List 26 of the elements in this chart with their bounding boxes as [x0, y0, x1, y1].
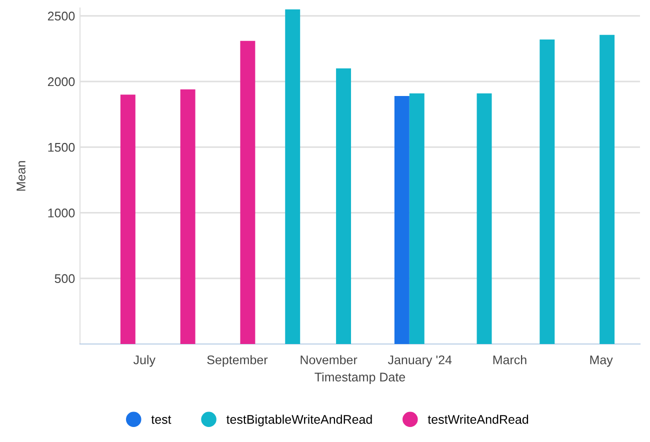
x-tick-label: July [133, 355, 156, 367]
legend-label: testWriteAndRead [428, 414, 528, 424]
x-tick-label: September [207, 355, 268, 367]
x-tick-label: May [590, 356, 613, 367]
y-tick-label: 500 [54, 274, 75, 284]
bar [409, 93, 424, 344]
y-tick-label: 2500 [48, 12, 75, 21]
legend-label: testBigtableWriteAndRead [226, 414, 372, 426]
x-tick-label: November [300, 355, 358, 364]
bar [285, 9, 300, 344]
bar [120, 94, 136, 344]
bar [600, 34, 615, 344]
x-axis-title: Timestamp Date [314, 372, 406, 384]
y-tick-label: 1500 [48, 142, 75, 152]
bar [240, 40, 256, 344]
y-axis-title: Mean [16, 161, 26, 191]
bar [540, 40, 555, 344]
y-tick-label: 1000 [48, 208, 75, 218]
bar [476, 93, 492, 344]
x-tick-label: January '24 [388, 355, 452, 367]
bar [394, 96, 410, 344]
bar [180, 89, 196, 344]
y-tick-label: 2000 [48, 77, 75, 86]
x-tick-label: March [493, 355, 526, 364]
legend-label: test [151, 416, 172, 424]
bar [336, 68, 352, 344]
